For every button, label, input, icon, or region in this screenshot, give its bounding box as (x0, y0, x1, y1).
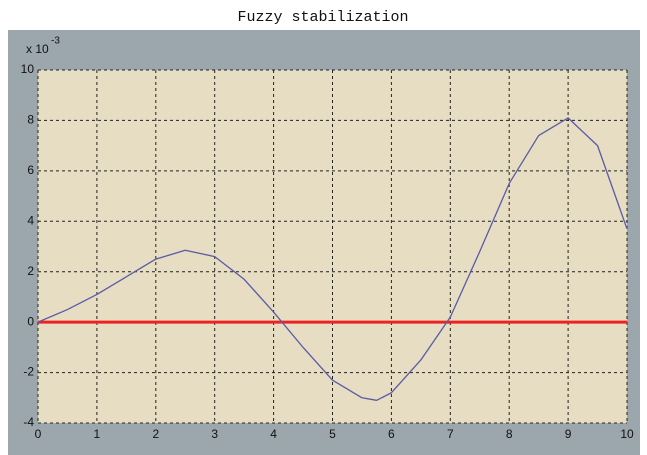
y-multiplier-exponent: -3 (51, 36, 60, 47)
y-tick-label: 0 (27, 314, 34, 328)
y-multiplier: x 10 (26, 42, 49, 56)
x-tick-label: 8 (506, 427, 513, 441)
y-tick-label: 10 (21, 62, 35, 76)
y-tick-label: 4 (27, 213, 34, 227)
x-tick-label: 5 (329, 427, 336, 441)
x-tick-label: 0 (35, 427, 42, 441)
y-tick-label: 2 (27, 264, 34, 278)
x-tick-label: 7 (447, 427, 454, 441)
x-tick-label: 3 (211, 427, 218, 441)
chart-title: Fuzzy stabilization (237, 9, 408, 26)
x-tick-label: 1 (94, 427, 101, 441)
x-tick-label: 2 (152, 427, 159, 441)
y-tick-label: -4 (23, 415, 34, 429)
x-tick-label: 9 (565, 427, 572, 441)
y-tick-label: -2 (23, 365, 34, 379)
x-tick-label: 4 (270, 427, 277, 441)
y-tick-label: 6 (27, 163, 34, 177)
x-tick-label: 6 (388, 427, 395, 441)
y-tick-label: 8 (27, 113, 34, 127)
x-tick-label: 10 (620, 427, 634, 441)
line (37, 117, 628, 401)
